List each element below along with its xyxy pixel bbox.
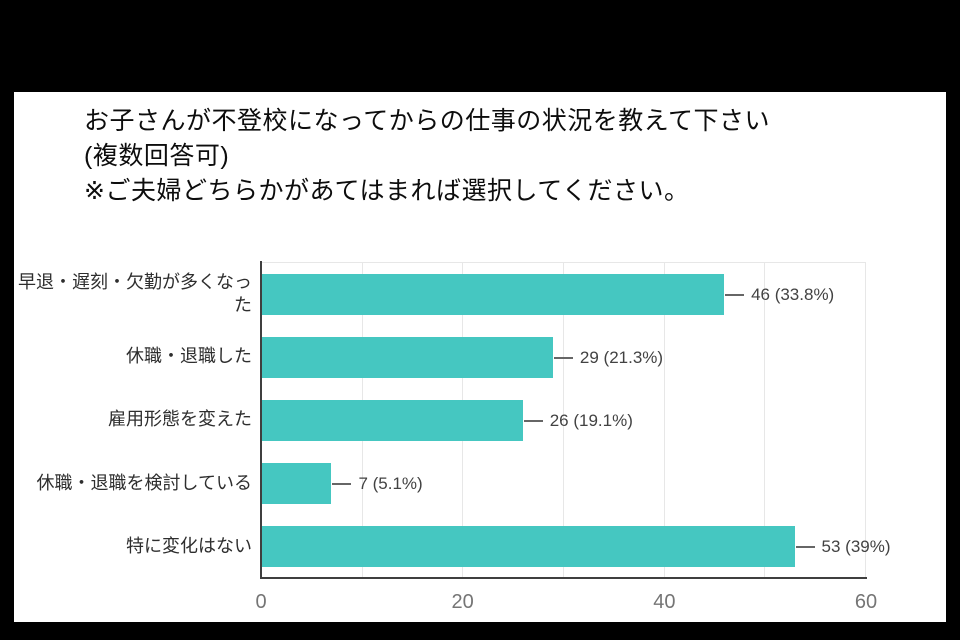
bar-rows: 46 (33.8%) 29 (21.3%) 26 (19.1%) 7 (5.1%) 53… — [261, 263, 891, 578]
value-label: 7 (5.1%) — [358, 473, 423, 493]
x-axis-line — [260, 577, 867, 579]
category-label-1: 早退・遅刻・欠勤が多くなった — [18, 271, 252, 315]
horizontal-bar-chart: 早退・遅刻・欠勤が多くなった休職・退職した雇用形態を変えた休職・退職を検討してい… — [14, 92, 946, 622]
bar-row: 46 (33.8%) — [261, 263, 865, 326]
value-label: 53 (39%) — [821, 536, 891, 556]
gridline-60 — [865, 263, 866, 578]
x-axis-tick-labels: 0 20 40 60 — [255, 591, 877, 619]
chart-title: お子さんが不登校になってからの仕事の状況を教えて下さい (複数回答可) ※ご夫婦… — [84, 104, 926, 209]
bar-1 — [261, 274, 725, 315]
category-label-2: 休職・退職した — [126, 346, 252, 367]
category-label-5: 特に変化はない — [126, 535, 252, 556]
gridline-50 — [764, 263, 766, 578]
chart-title-line-2: (複数回答可) — [84, 142, 230, 170]
survey-chart-panel: お子さんが不登校になってからの仕事の状況を教えて下さい (複数回答可) ※ご夫婦… — [14, 92, 946, 622]
gridline-30 — [563, 263, 564, 578]
bar-row: 53 (39%) — [261, 515, 891, 578]
x-tick-label-60: 60 — [854, 591, 878, 613]
bar-4 — [261, 463, 332, 504]
category-axis-labels: 早退・遅刻・欠勤が多くなった休職・退職した雇用形態を変えた休職・退職を検討してい… — [18, 262, 252, 578]
chart-title-line-1: お子さんが不登校になってからの仕事の状況を教えて下さい — [84, 107, 771, 135]
bar-3 — [261, 400, 523, 441]
category-label-3: 雇用形態を変えた — [108, 409, 252, 430]
bar-5 — [261, 526, 795, 567]
bar-row: 26 (19.1%) — [261, 389, 865, 452]
y-axis-line — [260, 261, 262, 579]
value-callout-line — [725, 293, 745, 296]
value-callout-line — [332, 482, 352, 485]
x-tick-label-0: 0 — [255, 591, 267, 613]
bar-2 — [261, 337, 553, 378]
x-tick-label-40: 40 — [653, 591, 676, 613]
bar-row: 7 (5.1%) — [261, 452, 865, 515]
value-label: 29 (21.3%) — [579, 347, 664, 367]
value-callout-line — [553, 356, 573, 359]
chart-title-line-3: ※ご夫婦どちらかがあてはまれば選択してください。 — [84, 177, 690, 205]
value-label: 26 (19.1%) — [549, 410, 633, 430]
value-callout-line — [523, 419, 543, 422]
category-label-4: 休職・退職を検討している — [36, 472, 252, 493]
gridline-40 — [663, 263, 665, 578]
x-tick-label-20: 20 — [451, 591, 474, 613]
bar-row: 29 (21.3%) — [261, 326, 865, 389]
value-label: 46 (33.8%) — [751, 284, 835, 304]
plot-area: 46 (33.8%) 29 (21.3%) 26 (19.1%) 7 (5.1%) 53… — [261, 262, 891, 578]
value-callout-line — [795, 545, 815, 548]
